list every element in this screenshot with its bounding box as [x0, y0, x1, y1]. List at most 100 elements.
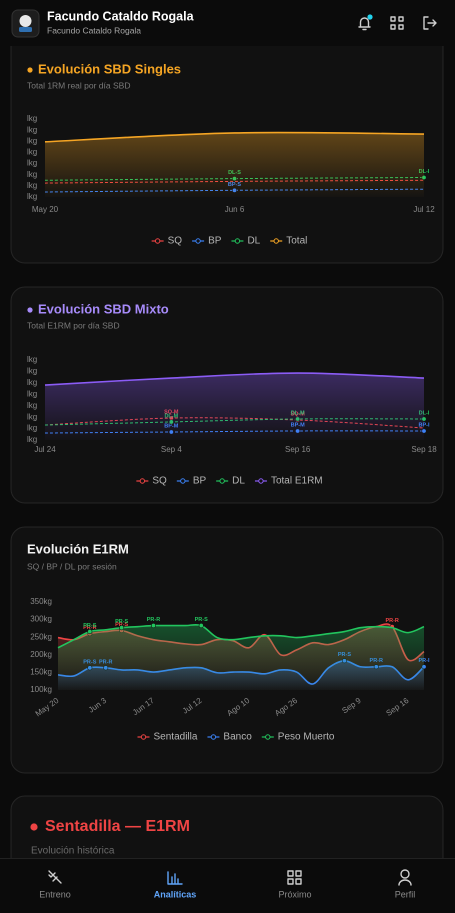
y-tick-label: 250kg [30, 632, 52, 641]
nav-icon [48, 870, 62, 884]
y-tick-label: lkg [27, 401, 37, 410]
legend-marker [180, 478, 186, 484]
y-tick-label: lkg [27, 192, 37, 201]
y-tick-label: 350kg [30, 597, 52, 606]
y-tick-label: 150kg [30, 668, 52, 677]
point-label: BP-I [419, 422, 430, 428]
y-tick-label: lkg [27, 114, 37, 123]
y-tick-label: lkg [27, 378, 37, 387]
legend-label: SQ [168, 236, 183, 247]
y-tick-label: lkg [27, 170, 37, 179]
legend-marker [258, 478, 264, 484]
y-tick-label: 300kg [30, 615, 52, 624]
nav-label[interactable]: Analíticas [154, 889, 197, 899]
section-title: Sentadilla — E1RM [45, 818, 190, 835]
area [58, 624, 424, 690]
y-tick-label: lkg [27, 412, 37, 421]
area [45, 132, 424, 197]
y-tick-label: lkg [27, 136, 37, 145]
x-tick-label: Jun 6 [225, 205, 245, 214]
legend-marker [265, 734, 271, 740]
legend-marker [140, 734, 147, 740]
title-dot [27, 307, 33, 313]
user-name: Facundo Cataldo Rogala [47, 9, 195, 23]
legend-label: SQ [152, 476, 167, 487]
y-tick-label: lkg [27, 148, 37, 157]
bottom-nav [0, 858, 455, 913]
chart-subtitle: SQ / BP / DL por sesión [27, 561, 117, 571]
point-label: PR-S [195, 617, 208, 623]
legend-label: BP [208, 236, 222, 247]
avatar-art [19, 15, 32, 27]
x-tick-label: May 20 [32, 205, 59, 214]
legend-label: Peso Muerto [278, 732, 335, 743]
point-label: DL-I [419, 169, 430, 175]
line [44, 131, 425, 143]
y-tick-label: lkg [27, 424, 37, 433]
y-tick-label: lkg [27, 367, 37, 376]
legend: SQ BP DL Total E1RM [136, 476, 323, 487]
legend: SQ BP DL Total [151, 236, 307, 247]
nav-label[interactable]: Entreno [39, 889, 71, 899]
chart-subtitle: Total E1RM por día SBD [27, 320, 120, 330]
grid-button[interactable] [390, 16, 404, 30]
legend-label: BP [193, 476, 207, 487]
user-subtitle: Facundo Cataldo Rogala [47, 25, 141, 35]
legend: Sentadilla Banco Peso Muerto [137, 732, 335, 743]
y-tick-label: lkg [27, 389, 37, 398]
point-label: DL-I [419, 410, 430, 416]
chart-title: Evolución SBD Mixto [38, 301, 169, 316]
plots: lkg lkg lkg lkg lkg lkg lkg lkg May 20 Jun 6 Jul 1… [27, 114, 437, 743]
legend-marker [195, 238, 201, 244]
legend-label: Total E1RM [271, 476, 323, 487]
avatar-art [19, 27, 32, 32]
logout-button[interactable] [423, 16, 437, 30]
legend-label: DL [247, 236, 260, 247]
y-tick-label: lkg [27, 159, 37, 168]
bell-icon [358, 17, 371, 31]
x-tick-label: Jul 12 [413, 205, 435, 214]
nav-icon [287, 870, 302, 885]
y-tick-label: 100kg [30, 685, 52, 694]
legend-label: Banco [223, 732, 252, 743]
nav-icon [398, 869, 412, 886]
point-label: PR-S [115, 622, 128, 628]
point [198, 623, 204, 629]
point-label: PR-R [83, 625, 96, 631]
y-tick-label: lkg [27, 125, 37, 134]
legend-marker [210, 734, 217, 740]
badge [367, 14, 373, 20]
nav-label[interactable]: Perfil [395, 889, 416, 899]
logout-icon [423, 16, 437, 30]
x-tick-label: Sep 18 [411, 445, 437, 454]
nav-items: Entreno Analíticas Próximo Perfil [39, 869, 416, 899]
legend-marker [154, 238, 161, 244]
title-dot [27, 67, 33, 73]
chart-title: Evolución SBD Singles [38, 61, 181, 76]
point-label: PR-I [419, 658, 430, 664]
legend-marker [273, 238, 279, 244]
point [150, 623, 156, 629]
notifications-button[interactable] [358, 14, 373, 31]
x-tick-label: Sep 4 [161, 445, 182, 454]
chart-subtitle: Total 1RM real por día SBD [27, 80, 130, 90]
title-dot [30, 823, 38, 831]
point [87, 629, 93, 635]
point [119, 625, 125, 631]
point-label: PR-S [115, 619, 128, 625]
y-tick-label: 200kg [30, 650, 52, 659]
nav-label[interactable]: Próximo [278, 889, 311, 899]
legend-label: Sentadilla [154, 732, 198, 743]
legend-marker [234, 238, 241, 244]
point-label: PR-R [385, 618, 398, 624]
x-tick-label: Jul 24 [34, 445, 56, 454]
section-subtitle: Evolución histórica [31, 846, 115, 857]
nav-icon [167, 871, 183, 885]
area [45, 373, 424, 440]
x-tick-label: Sep 16 [285, 445, 311, 454]
legend-label: DL [232, 476, 245, 487]
legend-marker [139, 478, 146, 484]
grid-icon [390, 16, 404, 30]
